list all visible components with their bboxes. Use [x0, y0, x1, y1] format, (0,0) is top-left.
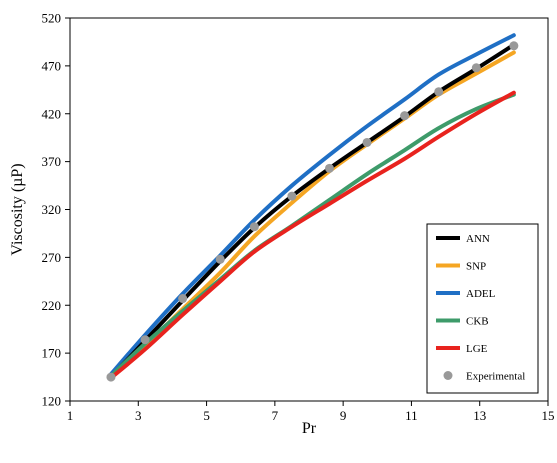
legend-label-ann: ANN	[466, 233, 490, 245]
y-axis-title: Viscosity (µP)	[9, 163, 26, 255]
legend-label-snp: SNP	[466, 261, 486, 273]
x-tick-label: 5	[203, 408, 210, 423]
y-tick-label: 370	[42, 154, 62, 169]
data-point-experimental	[106, 372, 116, 382]
x-tick-label: 3	[135, 408, 142, 423]
legend-box	[426, 223, 539, 394]
y-tick-label: 470	[42, 58, 62, 73]
y-tick-label: 120	[42, 394, 62, 409]
y-tick-label: 520	[42, 11, 62, 26]
data-point-experimental	[140, 335, 150, 345]
data-point-experimental	[324, 163, 334, 173]
series-layer	[106, 33, 519, 382]
legend-swatch-experimental	[443, 371, 453, 380]
data-point-experimental	[471, 63, 481, 73]
x-tick-label: 11	[405, 408, 418, 423]
data-point-experimental	[249, 222, 259, 232]
x-tick-label: 7	[272, 408, 279, 423]
x-axis: 1 3 5 7 9 11 13 15	[67, 401, 555, 423]
y-tick-label: 270	[42, 250, 62, 265]
legend-label-experimental: Experimental	[466, 371, 525, 383]
x-axis-title: Pr	[302, 420, 317, 437]
legend-label-adel: ADEL	[466, 288, 496, 300]
data-point-experimental	[178, 294, 188, 304]
x-tick-label: 15	[542, 408, 555, 423]
series-line-lge	[108, 90, 516, 381]
data-point-experimental	[434, 87, 444, 97]
data-point-experimental	[509, 41, 519, 51]
x-tick-label: 9	[340, 408, 347, 423]
data-point-experimental	[362, 137, 372, 147]
legend-label-ckb: CKB	[466, 316, 489, 328]
y-tick-label: 420	[42, 106, 62, 121]
y-tick-label: 320	[42, 202, 62, 217]
data-point-experimental	[400, 111, 410, 121]
data-point-experimental	[215, 254, 225, 264]
y-tick-label: 170	[42, 346, 62, 361]
y-tick-label: 220	[42, 298, 62, 313]
x-tick-label: 13	[473, 408, 486, 423]
data-point-experimental	[287, 191, 297, 201]
series-experimental	[106, 41, 519, 382]
y-axis: 120 170 220 270 320 370 420 470 520	[42, 11, 70, 409]
legend: ANN SNP ADEL CKB LGE Experimental	[426, 223, 539, 394]
legend-label-lge: LGE	[466, 343, 488, 355]
x-tick-label: 1	[67, 408, 74, 423]
